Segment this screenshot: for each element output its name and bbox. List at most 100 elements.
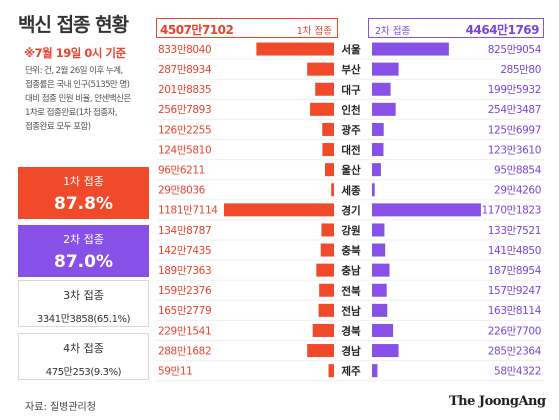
dose2-bar	[372, 143, 384, 157]
region-label: 대구	[341, 83, 361, 96]
dose1-bar	[331, 183, 334, 197]
region-label: 광주	[341, 124, 361, 136]
dose2-value-label: 1170만1823	[481, 205, 541, 217]
dose1-summary-value: 87.8%	[54, 194, 113, 214]
dose1-bar	[224, 203, 334, 217]
dose2-summary-value: 87.0%	[54, 252, 113, 272]
dose1-value-label: 159만2376	[158, 285, 212, 297]
dose1-bar	[325, 163, 334, 177]
dose1-bar	[312, 323, 334, 337]
region-label: 울산	[341, 164, 361, 177]
region-label: 경남	[341, 345, 361, 358]
region-label: 부산	[341, 63, 361, 76]
dose1-bar	[320, 243, 334, 257]
dose1-value-label: 134만8787	[158, 225, 211, 237]
dose1-bar	[322, 143, 334, 157]
dose2-bar	[372, 243, 386, 257]
region-label: 강원	[341, 224, 360, 237]
dose1-value-label: 256만7893	[158, 104, 211, 116]
dose2-bar	[372, 364, 378, 378]
dose2-bar	[372, 283, 387, 297]
dose2-value-label: 95만8854	[494, 164, 542, 176]
dose2-total: 4464만1769	[465, 23, 540, 37]
dose3-summary-label: 3차 접종	[63, 289, 104, 302]
note-line: 단위: 건, 2월 26일 이후 누계,	[25, 66, 123, 76]
dose2-value-label: 157만9247	[488, 285, 541, 297]
region-label: 경북	[341, 324, 361, 337]
dose1-value-label: 229만1541	[158, 325, 211, 337]
region-label: 인천	[341, 103, 360, 116]
dose2-bar	[372, 263, 390, 277]
note-line: 대비 접종 인원 비율, 얀센백신은	[25, 94, 131, 105]
dose1-bar	[319, 283, 334, 297]
dose2-bar	[372, 303, 388, 317]
region-label: 세종	[341, 184, 361, 197]
dose1-value-label: 59만11	[158, 365, 192, 377]
dose1-summary-box: 1차 접종 87.8%	[18, 167, 149, 219]
dose2-bar	[372, 42, 449, 56]
dose2-value-label: 123만3610	[488, 144, 541, 156]
dose1-bar	[316, 263, 334, 277]
dose2-summary-box: 2차 접종 87.0%	[18, 225, 149, 277]
dose1-value-label: 165만2779	[158, 305, 211, 317]
dose2-value-label: 187만8954	[488, 265, 542, 277]
region-label: 충북	[341, 244, 361, 257]
dose3-summary-value: 3341만3858(65.1%)	[36, 314, 131, 325]
dose2-bar	[372, 203, 481, 217]
publisher-logo: The JoongAng	[449, 394, 546, 409]
dose4-summary-box: 4차 접종 475만253(9.3%)	[18, 333, 149, 380]
dose1-caption: 1차 접종	[296, 26, 332, 37]
dose3-summary-box: 3차 접종 3341만3858(65.1%)	[18, 280, 149, 327]
dose1-value-label: 189만7363	[158, 265, 211, 277]
region-label: 전북	[341, 284, 361, 297]
dose1-bar	[318, 303, 334, 317]
dose2-bar	[372, 183, 375, 197]
source-note: 자료: 질병관리청	[25, 402, 96, 413]
dose1-value-label: 29만8036	[158, 185, 206, 197]
dose2-value-label: 141만4850	[488, 245, 541, 257]
dose1-bar	[322, 122, 334, 136]
region-label: 경기	[341, 204, 360, 217]
dose2-bar	[372, 82, 391, 96]
dose2-value-label: 58만4322	[494, 365, 541, 377]
region-label: 제주	[341, 365, 361, 378]
dose2-summary-label: 2차 접종	[63, 233, 104, 246]
dose4-summary-label: 4차 접종	[63, 342, 104, 355]
page-title: 백신 접종 현황	[18, 14, 129, 36]
dose2-bar	[372, 344, 399, 358]
dose1-bar	[307, 344, 334, 358]
dose2-caption: 2차 접종	[375, 26, 411, 37]
dose2-value-label: 163만8114	[488, 305, 542, 317]
region-label: 대전	[341, 144, 360, 157]
note-line: 접종완료 모두 포함)	[25, 122, 91, 133]
dose2-bar	[372, 62, 399, 76]
dose1-value-label: 126만2255	[158, 124, 211, 136]
dose2-header: 2차 접종 4464만1769	[368, 18, 544, 38]
dose1-total: 4507만7102	[160, 23, 234, 37]
dose2-value-label: 199만5932	[488, 84, 541, 96]
dose2-bar	[372, 122, 384, 136]
dose2-bar	[372, 223, 385, 237]
dose1-bar	[315, 82, 334, 96]
dose1-bar	[321, 223, 334, 237]
dose1-value-label: 142만7435	[158, 245, 211, 257]
region-label: 전남	[341, 304, 361, 317]
region-label: 충남	[341, 264, 361, 277]
dose1-value-label: 287만8934	[158, 64, 212, 76]
dose1-bar	[328, 364, 334, 378]
dose1-bar	[256, 42, 334, 56]
unit-note: 단위: 건, 2월 26일 이후 누계, 접종률은 국내 인구(5135만 명)…	[25, 64, 147, 134]
dose1-header: 4507만7102 1차 접종	[156, 18, 338, 38]
dose2-value-label: 125만6997	[488, 124, 541, 136]
dose2-value-label: 133만7521	[488, 225, 541, 237]
dose1-summary-label: 1차 접종	[63, 175, 104, 188]
dose2-value-label: 29만4260	[494, 185, 541, 197]
dose2-bar	[372, 323, 394, 337]
dose2-value-label: 285만2364	[488, 345, 542, 357]
dose2-value-label: 226만7700	[488, 325, 541, 337]
dose2-value-label: 254만3487	[488, 104, 541, 116]
date-note: ※7월 19일 0시 기준	[24, 46, 126, 60]
dose4-summary-value: 475만253(9.3%)	[45, 367, 122, 378]
